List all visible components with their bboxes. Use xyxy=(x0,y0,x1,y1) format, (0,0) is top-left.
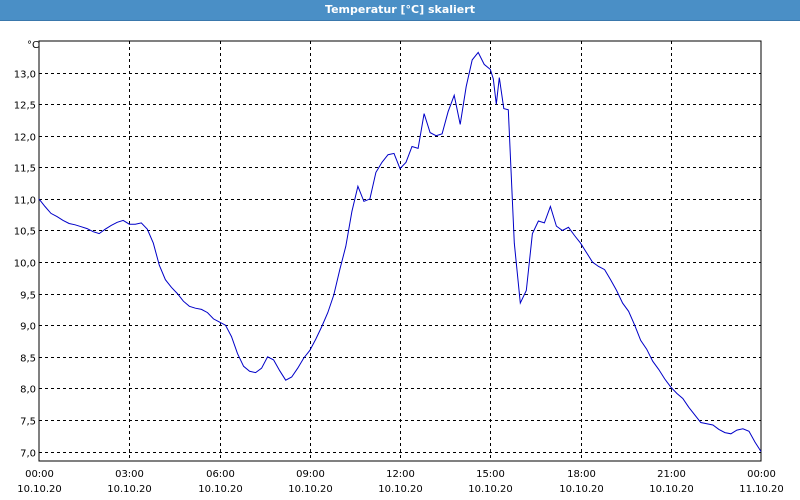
x-tick-labels: 00:00 10.10.20 03:00 10.10.20 06:00 10.10.20 0… xyxy=(17,469,784,495)
y-tick-label: 8,0 xyxy=(20,385,36,396)
x-tick-time-label: 00:00 xyxy=(747,469,776,480)
x-tick-date-label: 10.10.20 xyxy=(107,484,152,495)
y-tick-label: 11,0 xyxy=(14,196,36,207)
y-tick-label: 13,0 xyxy=(14,70,36,81)
y-tick-label: 7,0 xyxy=(20,449,36,460)
x-tick-date-label: 10.10.20 xyxy=(288,484,333,495)
y-tick-labels: 7,0 7,5 8,0 8,5 9,0 9,5 10,0 10,5 11,0 11,5 12,0 12… xyxy=(14,70,36,460)
chart-title: Temperatur [°C] skaliert xyxy=(325,3,475,16)
y-tick-label: 12,5 xyxy=(14,101,36,112)
x-tick-time-label: 12:00 xyxy=(386,469,415,480)
x-tick-date-label: 10.10.20 xyxy=(649,484,694,495)
temperature-series-line xyxy=(38,51,762,452)
x-tick-time-label: 03:00 xyxy=(115,469,144,480)
x-tick-time-label: 09:00 xyxy=(296,469,325,480)
y-tick-label: 10,5 xyxy=(14,227,36,238)
y-tick-label: 12,0 xyxy=(14,133,36,144)
y-tick-label: 11,5 xyxy=(14,164,36,175)
y-tick-label: 8,5 xyxy=(20,354,36,365)
x-tick-date-label: 10.10.20 xyxy=(17,484,62,495)
y-axis-unit-label: °C xyxy=(27,40,39,51)
x-tick-time-label: 21:00 xyxy=(657,469,686,480)
x-tick-time-label: 00:00 xyxy=(25,469,54,480)
grid-lines xyxy=(39,41,761,461)
y-tick-label: 9,0 xyxy=(20,322,36,333)
x-tick-time-label: 15:00 xyxy=(476,469,505,480)
x-tick-date-label: 11.10.20 xyxy=(739,484,784,495)
y-tick-label: 9,5 xyxy=(20,291,36,302)
x-tick-time-label: 06:00 xyxy=(206,469,235,480)
title-bar xyxy=(0,0,800,21)
x-tick-time-label: 18:00 xyxy=(567,469,596,480)
x-tick-date-label: 10.10.20 xyxy=(559,484,604,495)
x-tick-date-label: 10.10.20 xyxy=(468,484,513,495)
x-tick-date-label: 10.10.20 xyxy=(198,484,243,495)
y-tick-label: 7,5 xyxy=(20,417,36,428)
y-tick-label: 10,0 xyxy=(14,259,36,270)
x-tick-date-label: 10.10.20 xyxy=(378,484,423,495)
plot-frame xyxy=(38,40,762,462)
